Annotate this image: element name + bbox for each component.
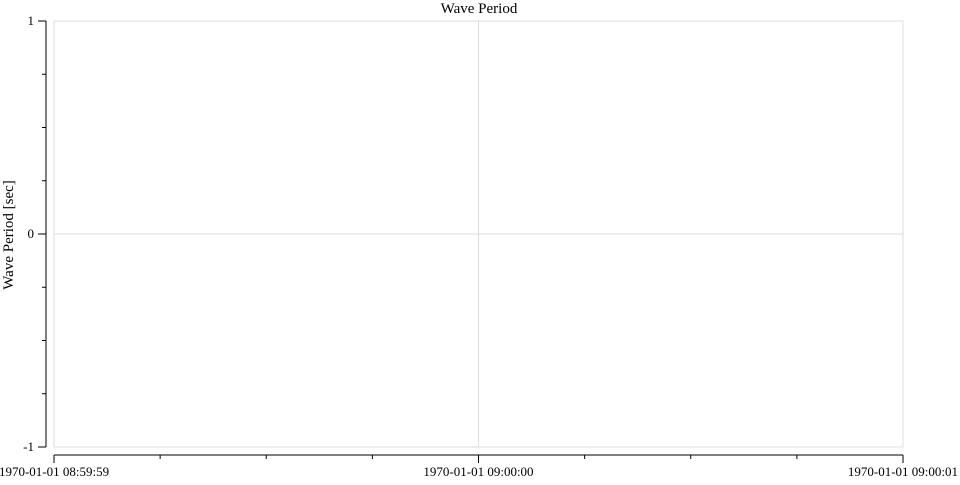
axis-layer [38, 20, 904, 463]
y-axis-label: Wave Period [sec] [1, 180, 17, 290]
grid-layer [53, 20, 904, 448]
chart-title: Wave Period [441, 1, 518, 17]
y-tick-label: -1 [23, 439, 34, 454]
x-tick-label: 1970-01-01 09:00:01 [848, 464, 958, 479]
y-tick-label: 1 [28, 13, 35, 28]
x-tick-label: 1970-01-01 09:00:00 [423, 464, 533, 479]
y-tick-label: 0 [28, 226, 35, 241]
x-tick-label: 1970-01-01 08:59:59 [0, 464, 109, 479]
